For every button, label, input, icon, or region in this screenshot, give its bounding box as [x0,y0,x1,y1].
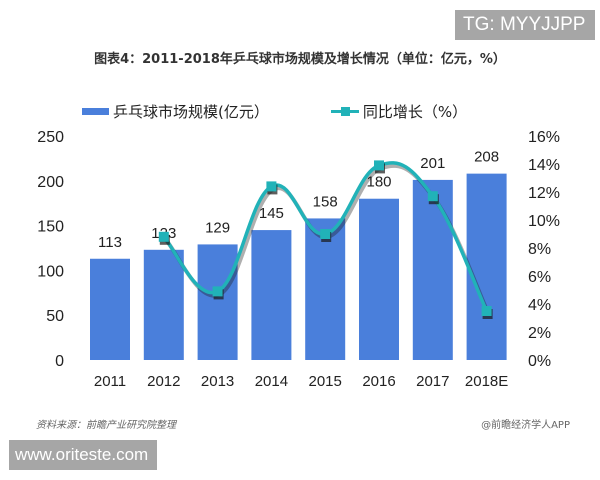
right-axis-tick: 14% [528,157,560,174]
left-axis-tick: 150 [37,219,64,236]
legend-bar-swatch-icon [82,107,109,115]
x-axis-tick: 2018E [465,373,508,390]
left-axis-tick: 50 [46,308,64,325]
credit-note: @前瞻经济学人APP [481,420,570,431]
growth-marker-icon [158,231,169,242]
bar-2017 [412,179,453,360]
x-axis-tick: 2012 [147,373,180,390]
x-axis-tick: 2011 [94,373,126,390]
left-axis-tick: 100 [37,263,64,280]
left-axis-tick: 200 [37,174,64,191]
x-axis-tick: 2013 [201,373,234,390]
right-axis-tick: 4% [528,297,551,314]
bar-2015 [305,218,346,360]
left-axis-tick: 250 [37,129,64,146]
bar-2014 [251,230,292,360]
right-axis-tick: 8% [528,241,551,258]
legend-line-label: 同比增长（%） [362,102,468,121]
bar-value-label: 129 [205,219,230,236]
bar-2011 [90,258,130,360]
watermark-badge-top: TG: MYYJJPP [455,10,595,40]
bar-2013 [197,244,238,360]
bar-2012 [143,249,184,360]
right-axis-tick: 6% [528,269,551,286]
chart-legend: 乒乓球市场规模(亿元） 同比增长（%） [82,98,467,124]
bar-2016 [359,198,399,360]
right-axis-tick: 12% [528,185,560,202]
x-axis-tick: 2016 [362,373,395,390]
growth-marker-icon [212,286,223,297]
x-axis-tick: 2014 [255,373,288,390]
growth-marker-icon [427,191,438,202]
watermark-badge-bottom: www.oriteste.com [9,440,157,470]
legend-line-swatch-icon [330,106,359,116]
bar-value-label: 158 [313,193,338,210]
x-axis-tick: 2015 [309,373,342,390]
bar-value-label: 208 [474,149,499,166]
growth-marker-icon [266,181,277,192]
bar-value-label: 201 [420,155,445,172]
source-note: 资料来源：前瞻产业研究院整理 [36,420,176,431]
right-axis-tick: 2% [528,325,551,342]
right-axis-tick: 16% [528,129,560,146]
growth-marker-icon [374,160,384,171]
chart-title: 图表4：2011-2018年乒乓球市场规模及增长情况（单位：亿元，%） [94,52,506,67]
legend-bar-label: 乒乓球市场规模(亿元） [113,102,269,121]
bar-value-label: 180 [366,174,391,191]
bar-value-label: 145 [259,205,284,222]
growth-marker-icon [320,229,331,239]
left-axis-tick: 0 [55,353,64,370]
growth-marker-icon [481,306,492,316]
right-axis-tick: 10% [528,213,560,230]
bar-2018E [466,173,507,360]
right-axis-tick: 0% [528,353,551,370]
bar-value-label: 113 [98,234,122,251]
x-axis-tick: 2017 [416,373,449,390]
